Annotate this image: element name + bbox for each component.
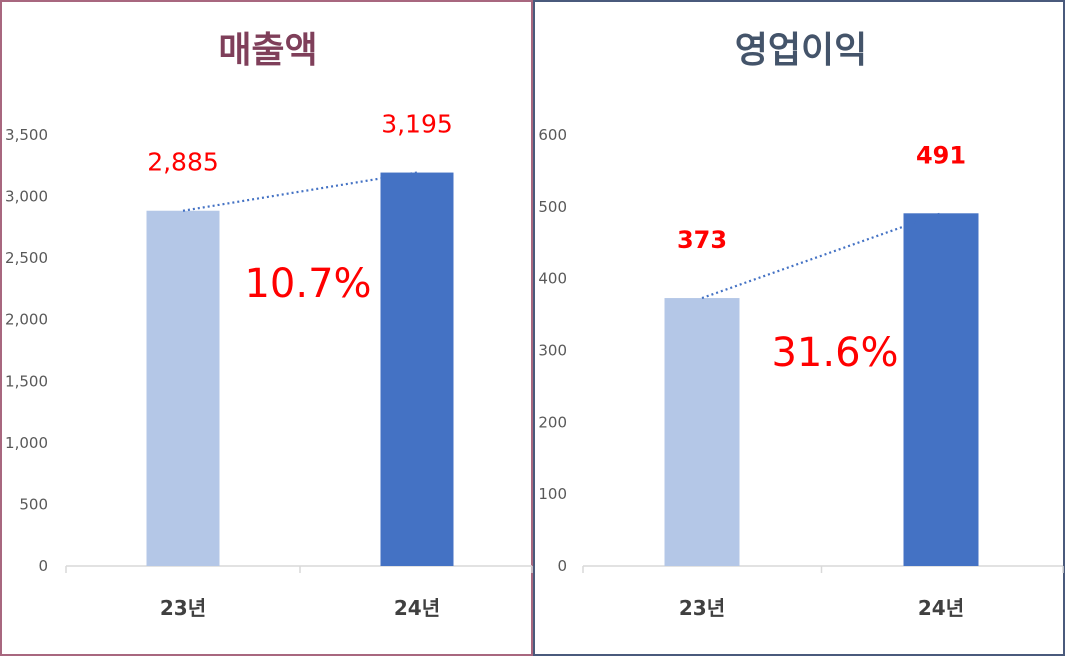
operating-profit-chart-panel: 영업이익 0 100 200 300 400 500 600 373 491 23년 24년 31.6…: [533, 0, 1065, 656]
revenue-chart-panel: 매출액 0 500 1,000 1,500 2,000 2,500 3,000 3,500 2,…: [0, 0, 533, 656]
x-category-label: 23년: [679, 596, 725, 620]
y-tick-label: 300: [538, 342, 567, 360]
y-tick-label: 500: [538, 198, 567, 216]
x-category-label: 24년: [918, 596, 964, 620]
y-tick-label: 200: [538, 413, 567, 431]
y-tick-label: 600: [538, 126, 567, 144]
x-category-label: 24년: [394, 596, 440, 620]
y-tick-label: 3,000: [5, 188, 48, 206]
y-tick-label: 3,500: [5, 126, 48, 144]
y-tick-label: 500: [19, 495, 48, 513]
growth-rate-label: 10.7%: [244, 261, 371, 307]
y-tick-label: 2,500: [5, 249, 48, 267]
y-tick-label: 400: [538, 270, 567, 288]
y-tick-label: 1,000: [5, 434, 48, 452]
bar-24년: [380, 172, 454, 566]
y-tick-label: 0: [38, 557, 48, 575]
operating-profit-chart: 영업이익 0 100 200 300 400 500 600 373 491 23년 24년 31.6…: [538, 30, 1064, 620]
revenue-chart-title: 매출액: [218, 30, 317, 71]
data-label: 373: [677, 226, 727, 254]
growth-rate-label: 31.6%: [771, 330, 898, 376]
data-label: 491: [916, 141, 966, 169]
bar-24년: [903, 213, 979, 566]
bar-23년: [664, 298, 740, 566]
bar-23년: [146, 210, 220, 567]
revenue-chart: 매출액 0 500 1,000 1,500 2,000 2,500 3,000 3,500 2,…: [5, 30, 533, 620]
data-label: 3,195: [381, 110, 453, 139]
data-label: 2,885: [147, 148, 219, 177]
x-category-label: 23년: [160, 596, 206, 620]
y-tick-label: 100: [538, 485, 567, 503]
y-tick-label: 1,500: [5, 372, 48, 390]
y-tick-label: 2,000: [5, 311, 48, 329]
operating-profit-chart-title: 영업이익: [735, 30, 867, 71]
y-tick-label: 0: [557, 557, 567, 575]
trend-line: [701, 212, 942, 300]
